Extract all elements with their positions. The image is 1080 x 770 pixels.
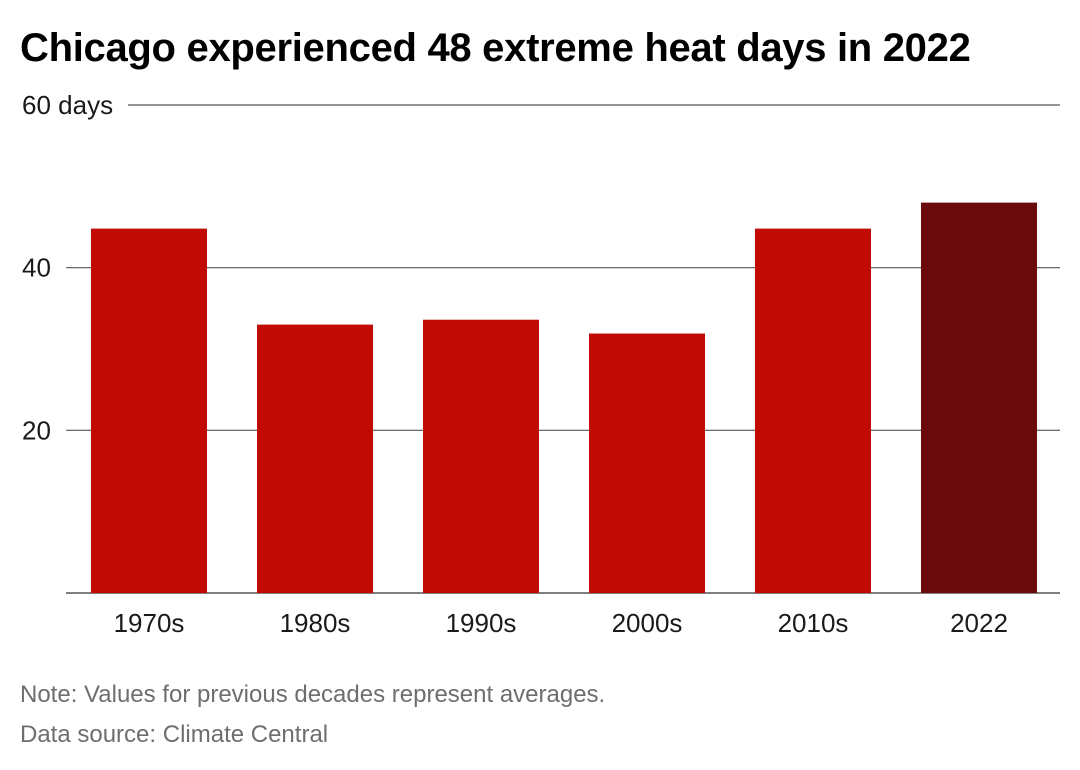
x-tick-label-2000s: 2000s [612, 608, 683, 638]
x-tick-label-1980s: 1980s [280, 608, 351, 638]
x-tick-label-2010s: 2010s [778, 608, 849, 638]
y-tick-label-40: 40 [22, 253, 51, 283]
bar-2022 [921, 202, 1037, 593]
x-tick-label-1970s: 1970s [114, 608, 185, 638]
gridlines [66, 104, 1060, 594]
chart-note: Note: Values for previous decades repres… [20, 681, 606, 708]
data-source: Data source: Climate Central [20, 721, 329, 748]
y-tick-label-20: 20 [22, 415, 51, 445]
axis-labels: 20 40 60 days 1970s 1980s 1990s 2000s 2010s 2022 [22, 90, 1008, 638]
y-tick-label-60: 60 days [22, 90, 113, 120]
bar-1990s [423, 319, 539, 593]
bar-2010s [755, 228, 871, 594]
x-tick-label-2022: 2022 [950, 608, 1008, 638]
bar-2000s [589, 333, 705, 593]
bars [91, 202, 1037, 594]
x-tick-label-1990s: 1990s [446, 608, 517, 638]
chart-title: Chicago experienced 48 extreme heat days… [20, 26, 971, 70]
bar-1980s [257, 324, 373, 593]
bar-chart: 20 40 60 days 1970s 1980s 1990s 2000s 2010s 2022 [22, 90, 1060, 638]
bar-1970s [91, 228, 207, 594]
